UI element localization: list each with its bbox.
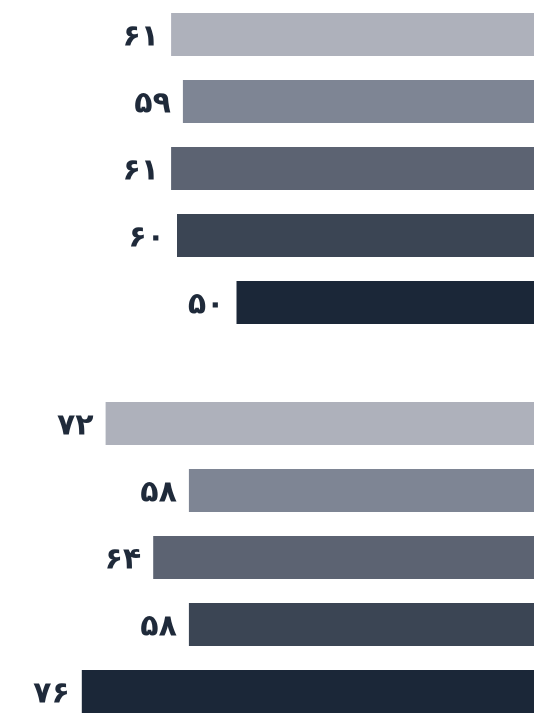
bar-value-label-2-4: ۵۸ [140,609,177,644]
bar-2-5 [81,670,534,713]
bar-1-4 [177,214,534,257]
bar-value-label-1-4: ۶۰ [128,220,165,255]
bar-value-label-1-3: ۶۱ [122,153,159,188]
bar-value-label-2-3: ۶۴ [105,542,142,577]
bar-1-3 [171,147,534,190]
bar-value-label-1-5: ۵۰ [188,287,225,322]
bar-2-3 [153,536,534,579]
bar-2-1 [105,402,534,445]
bar-group-2: ۷۲ ۵۸ ۶۴ ۵۸ ۷۶ [33,402,534,713]
bar-value-label-2-2: ۵۸ [140,475,177,510]
bar-value-label-2-1: ۷۲ [57,408,94,443]
bar-2-4 [188,603,534,646]
bar-2-2 [188,469,534,512]
bar-1-1 [171,13,534,56]
bar-1-5 [236,281,534,324]
bar-value-label-1-1: ۶۱ [122,19,159,54]
bar-value-label-1-2: ۵۹ [134,86,171,121]
bar-group-1: ۶۱ ۵۹ ۶۱ ۶۰ ۵۰ [122,13,534,324]
bar-value-label-2-5: ۷۶ [33,676,70,711]
bar-1-2 [182,80,534,123]
